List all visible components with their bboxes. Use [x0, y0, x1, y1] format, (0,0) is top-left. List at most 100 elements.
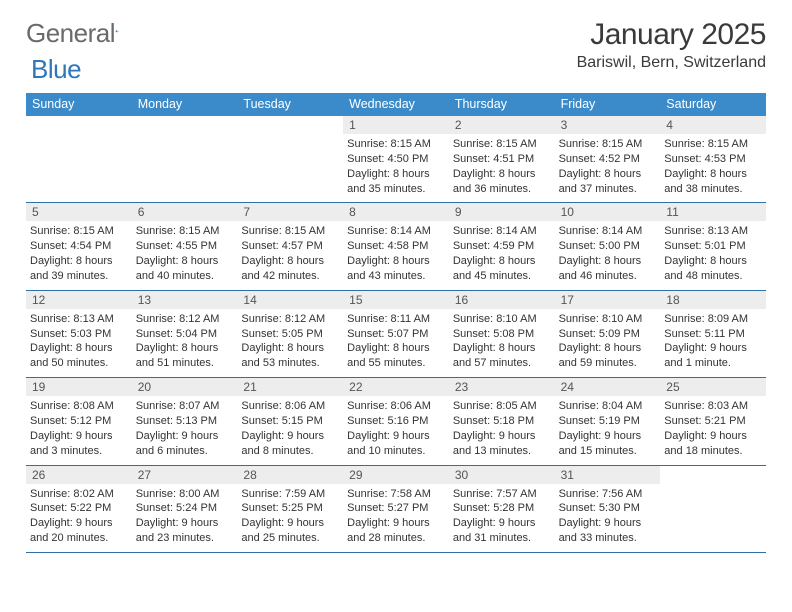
day-info: Sunrise: 8:06 AMSunset: 5:16 PMDaylight:…	[347, 399, 445, 458]
sunset-text: Sunset: 5:12 PM	[30, 414, 128, 429]
calendar-grid: Sunday Monday Tuesday Wednesday Thursday…	[26, 93, 766, 553]
day-info: Sunrise: 8:15 AMSunset: 4:51 PMDaylight:…	[453, 137, 551, 196]
day-cell: 7Sunrise: 8:15 AMSunset: 4:57 PMDaylight…	[237, 203, 343, 289]
day-cell: 15Sunrise: 8:11 AMSunset: 5:07 PMDayligh…	[343, 291, 449, 377]
sunset-text: Sunset: 5:25 PM	[241, 501, 339, 516]
sunrise-text: Sunrise: 8:15 AM	[30, 224, 128, 239]
sunset-text: Sunset: 5:28 PM	[453, 501, 551, 516]
daylight-text: Daylight: 9 hours and 20 minutes.	[30, 516, 128, 546]
day-info: Sunrise: 8:15 AMSunset: 4:55 PMDaylight:…	[136, 224, 234, 283]
sunrise-text: Sunrise: 8:06 AM	[347, 399, 445, 414]
title-block: January 2025 Bariswil, Bern, Switzerland	[577, 18, 766, 72]
sunrise-text: Sunrise: 8:14 AM	[453, 224, 551, 239]
day-cell: 27Sunrise: 8:00 AMSunset: 5:24 PMDayligh…	[132, 466, 238, 552]
day-cell	[660, 466, 766, 552]
day-cell	[237, 116, 343, 202]
day-info: Sunrise: 8:15 AMSunset: 4:57 PMDaylight:…	[241, 224, 339, 283]
day-number	[26, 116, 132, 134]
sunset-text: Sunset: 5:30 PM	[559, 501, 657, 516]
week-row: 1Sunrise: 8:15 AMSunset: 4:50 PMDaylight…	[26, 116, 766, 203]
day-cell: 26Sunrise: 8:02 AMSunset: 5:22 PMDayligh…	[26, 466, 132, 552]
daylight-text: Daylight: 9 hours and 6 minutes.	[136, 429, 234, 459]
day-number: 19	[26, 378, 132, 396]
sunrise-text: Sunrise: 8:12 AM	[241, 312, 339, 327]
sunrise-text: Sunrise: 7:59 AM	[241, 487, 339, 502]
weekday-header: Friday	[555, 93, 661, 116]
day-number: 8	[343, 203, 449, 221]
sunset-text: Sunset: 4:51 PM	[453, 152, 551, 167]
day-number: 5	[26, 203, 132, 221]
day-number: 24	[555, 378, 661, 396]
sunset-text: Sunset: 5:03 PM	[30, 327, 128, 342]
sunset-text: Sunset: 5:18 PM	[453, 414, 551, 429]
day-number: 1	[343, 116, 449, 134]
daylight-text: Daylight: 8 hours and 55 minutes.	[347, 341, 445, 371]
weekday-header-row: Sunday Monday Tuesday Wednesday Thursday…	[26, 93, 766, 116]
brand-part1: General	[26, 18, 115, 49]
weekday-header: Tuesday	[237, 93, 343, 116]
day-info: Sunrise: 8:14 AMSunset: 5:00 PMDaylight:…	[559, 224, 657, 283]
month-title: January 2025	[577, 18, 766, 52]
day-number: 14	[237, 291, 343, 309]
sunset-text: Sunset: 4:58 PM	[347, 239, 445, 254]
day-info: Sunrise: 8:13 AMSunset: 5:01 PMDaylight:…	[664, 224, 762, 283]
daylight-text: Daylight: 9 hours and 13 minutes.	[453, 429, 551, 459]
day-info: Sunrise: 8:12 AMSunset: 5:04 PMDaylight:…	[136, 312, 234, 371]
daylight-text: Daylight: 8 hours and 46 minutes.	[559, 254, 657, 284]
day-cell: 11 Sunrise: 8:13 AMSunset: 5:01 PMDayligh…	[660, 203, 766, 289]
day-info: Sunrise: 8:15 AMSunset: 4:50 PMDaylight:…	[347, 137, 445, 196]
daylight-text: Daylight: 9 hours and 8 minutes.	[241, 429, 339, 459]
daylight-text: Daylight: 8 hours and 36 minutes.	[453, 167, 551, 197]
sunset-text: Sunset: 5:21 PM	[664, 414, 762, 429]
day-cell: 31Sunrise: 7:56 AMSunset: 5:30 PMDayligh…	[555, 466, 661, 552]
sail-icon	[115, 20, 119, 42]
day-number: 3	[555, 116, 661, 134]
day-info: Sunrise: 8:14 AMSunset: 4:58 PMDaylight:…	[347, 224, 445, 283]
sunset-text: Sunset: 4:59 PM	[453, 239, 551, 254]
day-cell: 23Sunrise: 8:05 AMSunset: 5:18 PMDayligh…	[449, 378, 555, 464]
day-cell	[26, 116, 132, 202]
daylight-text: Daylight: 9 hours and 31 minutes.	[453, 516, 551, 546]
day-number	[132, 116, 238, 134]
sunrise-text: Sunrise: 8:13 AM	[664, 224, 762, 239]
sunrise-text: Sunrise: 8:13 AM	[30, 312, 128, 327]
daylight-text: Daylight: 8 hours and 59 minutes.	[559, 341, 657, 371]
sunrise-text: Sunrise: 8:08 AM	[30, 399, 128, 414]
sunset-text: Sunset: 4:53 PM	[664, 152, 762, 167]
sunrise-text: Sunrise: 8:10 AM	[453, 312, 551, 327]
sunrise-text: Sunrise: 8:12 AM	[136, 312, 234, 327]
day-info: Sunrise: 8:09 AMSunset: 5:11 PMDaylight:…	[664, 312, 762, 371]
sunrise-text: Sunrise: 8:15 AM	[664, 137, 762, 152]
location-text: Bariswil, Bern, Switzerland	[577, 54, 766, 72]
day-info: Sunrise: 8:08 AMSunset: 5:12 PMDaylight:…	[30, 399, 128, 458]
sunset-text: Sunset: 4:54 PM	[30, 239, 128, 254]
calendar-page: General January 2025 Bariswil, Bern, Swi…	[0, 0, 792, 569]
day-number: 11	[660, 203, 766, 221]
daylight-text: Daylight: 9 hours and 23 minutes.	[136, 516, 234, 546]
daylight-text: Daylight: 9 hours and 10 minutes.	[347, 429, 445, 459]
daylight-text: Daylight: 9 hours and 25 minutes.	[241, 516, 339, 546]
day-info: Sunrise: 8:15 AMSunset: 4:53 PMDaylight:…	[664, 137, 762, 196]
day-cell: 17 Sunrise: 8:10 AMSunset: 5:09 PMDayligh…	[555, 291, 661, 377]
sunset-text: Sunset: 5:24 PM	[136, 501, 234, 516]
day-number: 17	[555, 291, 661, 309]
day-cell: 28 Sunrise: 7:59 AMSunset: 5:25 PMDayligh…	[237, 466, 343, 552]
sunset-text: Sunset: 4:50 PM	[347, 152, 445, 167]
day-info: Sunrise: 8:10 AMSunset: 5:09 PMDaylight:…	[559, 312, 657, 371]
daylight-text: Daylight: 8 hours and 38 minutes.	[664, 167, 762, 197]
day-number: 16	[449, 291, 555, 309]
sunset-text: Sunset: 5:04 PM	[136, 327, 234, 342]
daylight-text: Daylight: 8 hours and 42 minutes.	[241, 254, 339, 284]
sunrise-text: Sunrise: 8:02 AM	[30, 487, 128, 502]
day-number: 28	[237, 466, 343, 484]
daylight-text: Daylight: 8 hours and 57 minutes.	[453, 341, 551, 371]
brand-logo: General	[26, 18, 139, 49]
sunset-text: Sunset: 5:15 PM	[241, 414, 339, 429]
day-info: Sunrise: 7:58 AMSunset: 5:27 PMDaylight:…	[347, 487, 445, 546]
day-info: Sunrise: 8:02 AMSunset: 5:22 PMDaylight:…	[30, 487, 128, 546]
day-number: 27	[132, 466, 238, 484]
sunrise-text: Sunrise: 8:09 AM	[664, 312, 762, 327]
week-row: 26Sunrise: 8:02 AMSunset: 5:22 PMDayligh…	[26, 466, 766, 553]
day-cell: 13Sunrise: 8:12 AMSunset: 5:04 PMDayligh…	[132, 291, 238, 377]
day-info: Sunrise: 7:56 AMSunset: 5:30 PMDaylight:…	[559, 487, 657, 546]
